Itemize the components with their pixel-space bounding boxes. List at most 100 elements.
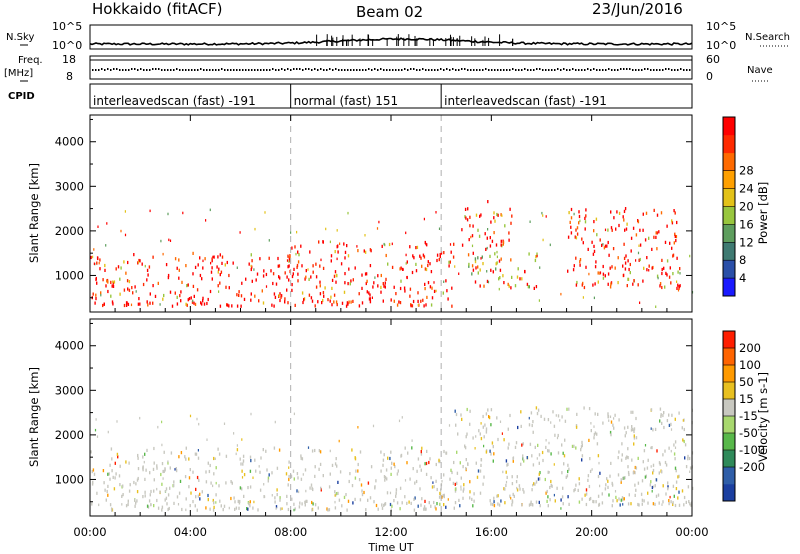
- echo-cell: [644, 238, 647, 242]
- echo-cell: [475, 213, 478, 217]
- echo-cell: [425, 461, 428, 466]
- echo-cell: [486, 270, 488, 273]
- echo-cell: [643, 467, 646, 471]
- echo-cell: [535, 406, 538, 410]
- echo-cell: [623, 218, 625, 222]
- echo-cell: [420, 503, 422, 507]
- echo-cell: [594, 431, 597, 435]
- echo-cell: [545, 215, 547, 218]
- echo-cell: [548, 471, 550, 474]
- echo-cell: [503, 281, 505, 285]
- echo-cell: [639, 257, 641, 262]
- echo-cell: [592, 252, 595, 256]
- echo-cell: [428, 460, 430, 465]
- echo-cell: [656, 231, 658, 235]
- echo-cell: [391, 504, 393, 508]
- echo-cell: [646, 466, 649, 470]
- echo-cell: [511, 482, 514, 486]
- echo-cell: [587, 478, 589, 482]
- echo-cell: [384, 476, 387, 480]
- echo-cell: [301, 291, 304, 295]
- echo-cell: [366, 290, 368, 294]
- echo-cell: [604, 228, 607, 232]
- echo-cell: [647, 501, 649, 505]
- echo-cell: [315, 262, 317, 266]
- echo-cell: [633, 442, 635, 446]
- echo-cell: [656, 213, 659, 217]
- echo-cell: [121, 503, 123, 506]
- echo-cell: [623, 209, 626, 213]
- echo-cell: [117, 265, 120, 269]
- freq-right-tick-bottom: 0: [706, 70, 713, 83]
- echo-cell: [474, 280, 477, 284]
- echo-cell: [314, 465, 316, 469]
- echo-cell: [357, 426, 359, 429]
- echo-cell: [249, 455, 252, 459]
- echo-cell: [538, 500, 540, 504]
- echo-cell: [593, 436, 595, 440]
- echo-cell: [637, 283, 639, 287]
- echo-cell: [463, 483, 465, 487]
- echo-cell: [205, 480, 208, 484]
- echo-cell: [618, 418, 620, 422]
- nave-dot: [605, 69, 607, 71]
- echo-cell: [464, 215, 466, 219]
- echo-cell: [230, 496, 232, 501]
- nave-dot: [119, 69, 121, 71]
- echo-cell: [94, 428, 97, 432]
- echo-cell: [689, 470, 691, 473]
- echo-cell: [581, 458, 583, 462]
- nave-dot: [191, 69, 193, 71]
- echo-cell: [677, 289, 680, 292]
- nave-dot: [623, 68, 625, 70]
- echo-cell: [685, 500, 687, 504]
- nave-dot: [368, 68, 370, 70]
- echo-cell: [180, 290, 182, 294]
- velocity-colorbar-label: Velocity [m s-1]: [756, 372, 770, 462]
- nave-dot: [599, 69, 601, 71]
- echo-cell: [135, 290, 137, 293]
- echo-cell: [485, 427, 488, 431]
- colorbar-tick-label: 8: [739, 253, 746, 267]
- echo-cell: [188, 485, 190, 489]
- echo-cell: [535, 255, 537, 259]
- echo-cell: [307, 268, 309, 271]
- echo-cell: [582, 241, 584, 245]
- echo-cell: [239, 486, 242, 490]
- nave-dot: [542, 69, 544, 71]
- echo-cell: [396, 303, 399, 307]
- nave-dot: [125, 69, 127, 71]
- echo-cell: [459, 504, 461, 508]
- echo-cell: [333, 300, 335, 304]
- echo-cell: [127, 302, 130, 306]
- echo-cell: [516, 488, 519, 492]
- echo-cell: [608, 253, 610, 257]
- echo-cell: [510, 221, 512, 225]
- echo-cell: [567, 469, 569, 474]
- echo-cell: [156, 466, 158, 470]
- echo-cell: [213, 255, 215, 259]
- colorbar-swatch: [723, 170, 735, 189]
- echo-cell: [597, 474, 600, 479]
- echo-cell: [199, 497, 201, 501]
- echo-cell: [567, 235, 570, 239]
- echo-cell: [199, 273, 202, 278]
- echo-cell: [343, 242, 345, 246]
- echo-cell: [448, 424, 451, 427]
- echo-cell: [519, 487, 521, 491]
- echo-cell: [647, 491, 649, 495]
- echo-cell: [273, 304, 275, 308]
- echo-cell: [385, 468, 388, 472]
- echo-cell: [294, 245, 296, 249]
- echo-cell: [107, 493, 109, 497]
- nave-dot: [482, 69, 484, 71]
- echo-cell: [297, 272, 299, 276]
- echo-cell: [114, 476, 116, 480]
- echo-cell: [431, 286, 433, 290]
- echo-cell: [503, 438, 505, 442]
- echo-cell: [278, 448, 281, 452]
- echo-cell: [684, 443, 687, 447]
- echo-cell: [156, 464, 158, 468]
- echo-cell: [498, 259, 501, 263]
- echo-cell: [99, 258, 101, 262]
